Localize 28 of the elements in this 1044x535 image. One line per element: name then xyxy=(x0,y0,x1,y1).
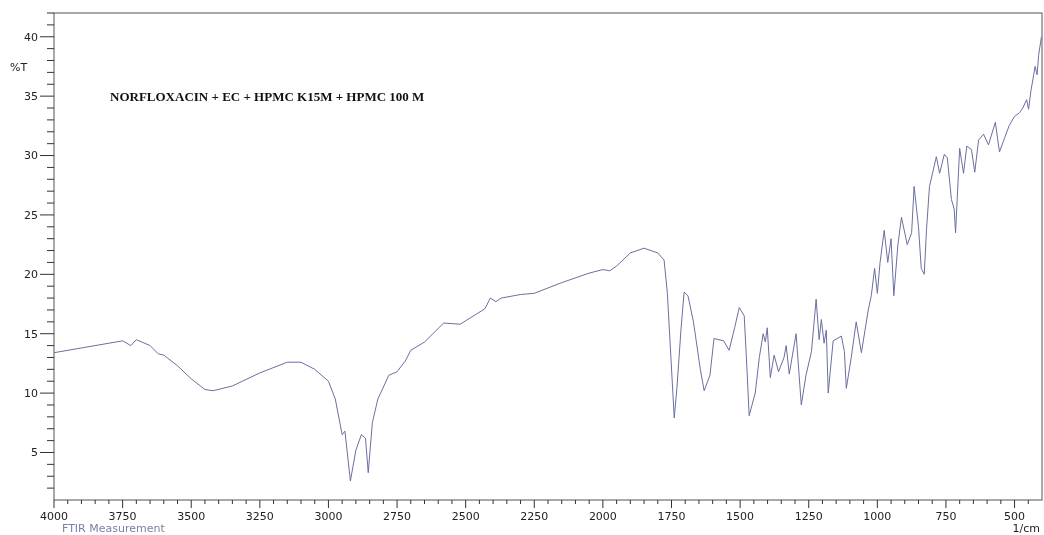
x-tick-label: 1500 xyxy=(726,510,755,523)
x-axis-title: 1/cm xyxy=(1012,522,1040,535)
x-tick-label: 3000 xyxy=(314,510,343,523)
y-tick-label: 35 xyxy=(24,90,38,103)
x-tick-label: 1750 xyxy=(657,510,686,523)
y-tick-label: 15 xyxy=(24,327,38,341)
x-tick-label: 2750 xyxy=(383,510,412,523)
x-tick-label: 2500 xyxy=(451,510,480,523)
text: FTIR Measurement xyxy=(62,522,166,535)
y-axis-title: %T xyxy=(10,61,28,74)
text: NORFLOXACIN + EC + HPMC K15M + HPMC 100 M xyxy=(110,89,425,104)
x-tick-label: 3750 xyxy=(108,510,137,523)
x-tick-label: 1250 xyxy=(794,510,823,523)
line-series xyxy=(53,36,1042,482)
y-tick-label: 25 xyxy=(24,208,38,222)
x-tick-label: 4000 xyxy=(40,510,68,523)
y-tick-label: 10 xyxy=(24,386,38,400)
x-tick-label: 3500 xyxy=(177,510,206,523)
y-tick-label: 30 xyxy=(24,149,38,163)
x-tick-label: 750 xyxy=(935,510,957,523)
x-tick-label: 500 xyxy=(1004,510,1026,523)
x-tick-label: 2000 xyxy=(588,510,617,523)
y-tick-label: 20 xyxy=(24,268,38,282)
y-tick-label: 5 xyxy=(31,446,38,460)
y-tick-label: 40 xyxy=(24,30,38,44)
x-tick-label: 3250 xyxy=(245,510,274,523)
x-tick-label: 2250 xyxy=(520,510,549,523)
x-tick-label: 1000 xyxy=(863,510,892,523)
